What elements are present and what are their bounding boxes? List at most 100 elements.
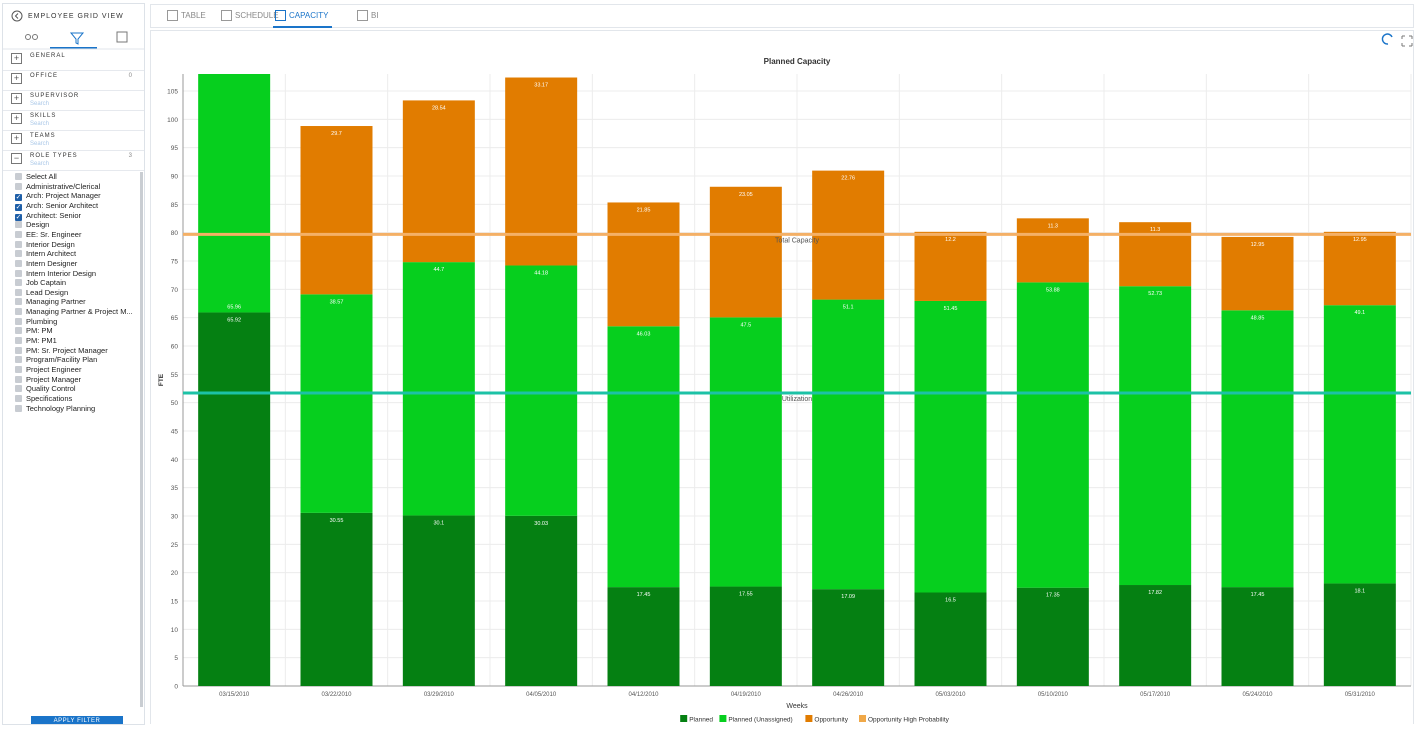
role-item[interactable]: ✓ Architect: Senior	[15, 211, 81, 221]
role-item[interactable]: Quality Control	[15, 384, 76, 393]
role-item[interactable]: Lead Design	[15, 288, 68, 297]
checkbox[interactable]	[15, 317, 22, 325]
bar-segment	[402, 515, 475, 686]
role-item[interactable]: Interior Design	[15, 240, 75, 249]
expand-toggle[interactable]: −	[11, 153, 22, 164]
expand-toggle[interactable]: +	[11, 93, 22, 104]
item-label: Project Manager	[26, 374, 82, 384]
checkbox[interactable]	[15, 259, 22, 267]
x-tick-label: 05/24/2010	[1242, 692, 1273, 698]
chart-title: Planned Capacity	[764, 57, 831, 66]
checkbox[interactable]	[15, 356, 22, 364]
x-tick-label: 03/29/2010	[424, 692, 455, 698]
legend-swatch	[805, 715, 813, 722]
role-item[interactable]: Specifications	[15, 394, 72, 403]
item-label: Specifications	[26, 393, 73, 403]
checkbox[interactable]	[15, 337, 22, 345]
item-label: PM: PM1	[26, 336, 57, 346]
checkbox[interactable]: ✓	[15, 213, 22, 221]
checkbox[interactable]	[15, 288, 22, 296]
section-label: SUPERVISOR	[30, 93, 80, 99]
tab[interactable]: SCHEDULE	[219, 5, 283, 26]
y-tick-label: 20	[171, 570, 179, 577]
checkbox[interactable]	[15, 346, 22, 354]
role-item[interactable]: Program/Facility Plan	[15, 355, 97, 364]
search-input[interactable]: Search	[30, 141, 50, 147]
expand-icon[interactable]	[1401, 35, 1413, 47]
expand-toggle[interactable]: +	[11, 53, 22, 64]
refresh-icon[interactable]	[1381, 33, 1393, 45]
role-item[interactable]: Administrative/Clerical	[15, 182, 100, 191]
role-item[interactable]: PM: Sr. Project Manager	[15, 346, 108, 355]
y-tick-label: 5	[174, 655, 178, 662]
expand-toggle[interactable]: +	[11, 113, 22, 124]
role-item[interactable]: ✓ Arch: Project Manager	[15, 191, 101, 202]
role-item[interactable]: EE: Sr. Engineer	[15, 230, 81, 239]
checkbox[interactable]	[15, 404, 22, 412]
checkbox[interactable]	[15, 375, 22, 383]
search-input[interactable]: Search	[30, 101, 50, 107]
bar-segment	[1119, 585, 1192, 686]
checkbox[interactable]	[15, 221, 22, 229]
data-label: 44.7	[433, 267, 444, 273]
bar-segment	[402, 262, 475, 516]
y-tick-label: 60	[171, 344, 179, 351]
item-label: Arch: Senior Architect	[26, 200, 99, 210]
role-item[interactable]: Job Captain	[15, 278, 66, 287]
checkbox[interactable]	[15, 366, 22, 373]
role-item[interactable]: Intern Architect	[15, 249, 76, 258]
tab-icon	[357, 10, 368, 21]
checkbox[interactable]	[15, 250, 22, 258]
role-item[interactable]: ✓ Arch: Senior Architect	[15, 201, 98, 211]
bar-segment	[1016, 218, 1089, 283]
role-item[interactable]: Plumbing	[15, 317, 57, 326]
tab[interactable]: TABLE	[165, 5, 210, 26]
search-input[interactable]: Search	[30, 121, 50, 127]
checkbox[interactable]	[15, 240, 22, 248]
checkbox[interactable]: ✓	[15, 194, 22, 202]
x-tick-label: 05/17/2010	[1140, 692, 1171, 698]
sidebar-tabs[interactable]	[3, 28, 144, 50]
checkbox[interactable]	[15, 279, 22, 287]
expand-toggle[interactable]: +	[11, 133, 22, 144]
bar-segment	[1016, 587, 1089, 686]
tab-icon	[275, 10, 286, 21]
y-tick-label: 90	[171, 174, 179, 181]
tab[interactable]: CAPACITY	[273, 5, 333, 28]
checkbox[interactable]	[15, 230, 22, 238]
bar-segment	[607, 587, 680, 686]
checkbox[interactable]	[15, 298, 22, 306]
checkbox[interactable]	[15, 269, 22, 277]
role-item[interactable]: PM: PM1	[15, 336, 57, 345]
y-tick-label: 65	[171, 315, 179, 322]
bar-segment	[198, 74, 271, 313]
expand-toggle[interactable]: +	[11, 73, 22, 84]
checkbox[interactable]	[15, 182, 22, 190]
role-item[interactable]: Design	[15, 220, 49, 229]
y-axis-label: FTE	[158, 373, 165, 386]
y-tick-label: 40	[171, 457, 179, 464]
checkbox[interactable]	[15, 394, 22, 402]
apply-filter-button[interactable]: APPLY FILTER	[31, 716, 123, 724]
role-item[interactable]: Intern Designer	[15, 259, 77, 268]
role-item[interactable]: Managing Partner	[15, 297, 86, 306]
role-item[interactable]: Managing Partner & Project M...	[15, 307, 133, 316]
checkbox[interactable]	[15, 308, 22, 316]
search-input[interactable]: Search	[30, 161, 50, 167]
role-item[interactable]: Select All	[15, 172, 57, 181]
filter-section: − ROLE TYPES Search 3	[3, 150, 144, 171]
checkbox[interactable]: ✓	[15, 203, 22, 211]
role-item[interactable]: Project Engineer	[15, 365, 81, 374]
role-item[interactable]: PM: PM	[15, 326, 53, 335]
role-item[interactable]: Technology Planning	[15, 404, 95, 413]
back-icon[interactable]	[11, 10, 23, 22]
role-item[interactable]: Project Manager	[15, 375, 81, 384]
checkbox[interactable]	[15, 173, 22, 180]
checkbox[interactable]	[15, 327, 22, 335]
y-tick-label: 50	[171, 400, 179, 407]
checkbox[interactable]	[15, 385, 22, 393]
tab[interactable]: BI	[355, 5, 383, 26]
item-label: Design	[26, 220, 50, 230]
role-item[interactable]: Intern Interior Design	[15, 269, 96, 278]
tab-label: CAPACITY	[289, 11, 329, 20]
